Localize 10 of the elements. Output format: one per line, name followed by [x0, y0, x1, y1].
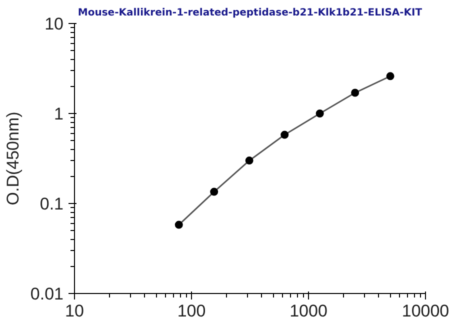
y-tick-label: 0.01 — [30, 284, 64, 304]
x-tick-label: 10000 — [402, 302, 450, 320]
x-tick-label: 10 — [65, 302, 84, 320]
y-tick-label: 1 — [54, 104, 64, 124]
chart-title: Mouse-Kallikrein-1-related-peptidase-b21-Klk1b21-ELISA-KIT — [78, 8, 422, 18]
x-tick-label: 1000 — [290, 302, 328, 320]
y-tick-label: 10 — [44, 14, 64, 34]
y-axis-title: O.D(450nm) — [3, 112, 22, 206]
y-tick-label: 0.1 — [40, 194, 64, 214]
x-tick-label: 100 — [177, 302, 206, 320]
